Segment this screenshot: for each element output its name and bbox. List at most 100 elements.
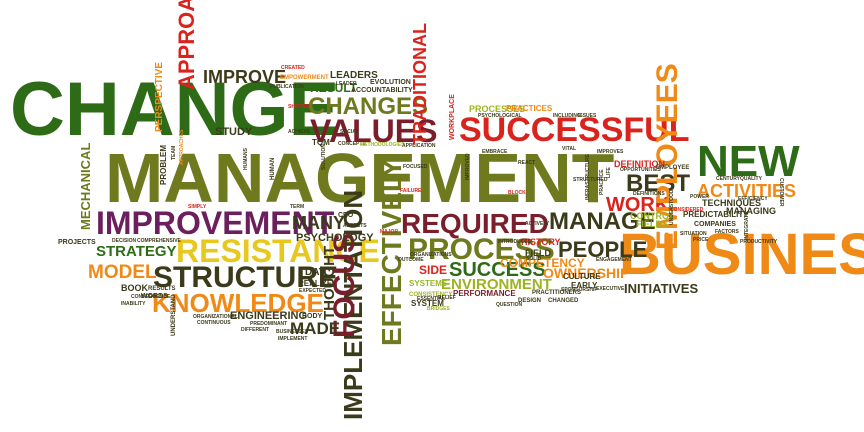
word-psychology: PSYCHOLOGY: [296, 232, 374, 244]
word-decision: DECISION: [112, 238, 137, 244]
word-solid: SOLID: [526, 256, 542, 262]
word-understand: UNDERSTAND: [171, 294, 177, 336]
word-competency: COMPETENCY: [500, 256, 585, 270]
word-required: REQUIRED: [401, 208, 549, 239]
word-activities: ACTIVITIES: [697, 181, 797, 201]
word-relief: RELIEF: [438, 295, 456, 301]
word-culture: CULTURE: [563, 272, 601, 281]
word-question: QUESTION: [496, 302, 523, 308]
word-business: BUSINESS: [619, 222, 864, 287]
word-structure: STRUCTURE: [153, 261, 338, 294]
word-day: DAY: [305, 267, 326, 278]
word-issues: ISSUES: [578, 113, 597, 119]
word-approach: APPROACH: [174, 0, 199, 90]
word-factors: FACTORS: [715, 229, 739, 235]
word-side: SIDE: [419, 263, 448, 277]
word-organizational: ORGANIZATIONAL: [193, 314, 238, 320]
word-companies: COMPANIES: [694, 221, 736, 228]
word-inability: INABILITY: [121, 301, 146, 307]
word-embrace: EMBRACE: [482, 149, 508, 155]
word-change: CHANGE: [10, 67, 340, 152]
word-environment: ENVIRONMENT: [441, 276, 552, 293]
word-model: MODEL: [88, 262, 157, 283]
word-implement: IMPLEMENT: [278, 336, 308, 342]
word-initiatives: INITIATIVES: [624, 281, 699, 296]
word-quality: QUALITY: [740, 176, 762, 182]
word-improvement: IMPROVEMENT: [96, 205, 335, 241]
word-consistency: CONSISTENCY: [409, 292, 453, 298]
word-knowledge: KNOWLEDGE: [152, 288, 324, 318]
word-resistance: RESISTANCE: [176, 233, 380, 269]
word-considered: CONSIDERED: [670, 207, 704, 213]
word-social: SOCIAL: [340, 129, 359, 135]
word-comprehensive: COMPREHENSIVE: [137, 238, 181, 244]
word-productivity: PRODUCTIVITY: [740, 239, 778, 245]
word-century: CENTURY: [716, 176, 740, 182]
word-design: DESIGN: [518, 298, 542, 304]
word-projects: PROJECTS: [58, 239, 96, 246]
word-price: PRICE: [693, 237, 709, 243]
word-management: MANAGEMENT: [105, 139, 615, 217]
word-field: FIELD: [525, 248, 551, 258]
word-including: INCLUDING: [553, 113, 581, 119]
word-accountability: ACCOUNTABILITY: [351, 87, 413, 94]
word-people: PEOPLE: [558, 237, 648, 262]
word-opportunities: OPPORTUNITIES: [620, 167, 661, 173]
word-approaches: APPROACHES: [179, 129, 185, 165]
word-practices: PRACTICES: [506, 104, 553, 113]
word-workplace: WORKPLACE: [449, 94, 456, 140]
word-publication: PUBLICATION: [270, 84, 304, 90]
word-created: CREATED: [281, 65, 305, 71]
word-organizations: ORGANIZATIONS: [410, 252, 452, 258]
word-techniques: TECHNIQUES: [702, 198, 762, 208]
word-expected: EXPECTED: [299, 288, 326, 294]
word-study: STUDY: [215, 126, 253, 138]
word-concepts: CONCEPTS: [338, 141, 366, 147]
word-shifted: SHIFTED: [288, 104, 310, 110]
word-work: WORK: [606, 194, 670, 216]
word-improve: IMPROVE: [203, 67, 287, 87]
word-early: EARLY: [571, 281, 598, 290]
word-body: BODY: [302, 313, 323, 320]
word-simply: SIMPLY: [188, 204, 207, 210]
word-predominant: PREDOMINANT: [250, 321, 288, 327]
word-new: NEW: [697, 137, 800, 186]
word-success: SUCCESS: [449, 259, 546, 281]
word-improves: IMPROVES: [597, 149, 624, 155]
word-engineering: ENGINEERING: [230, 310, 308, 322]
word-psychological: PSYCHOLOGICAL: [478, 113, 522, 119]
word-systems: SYSTEMS: [409, 279, 448, 288]
word-processes: PROCESSES: [469, 104, 526, 114]
word-many: MANY: [292, 213, 345, 233]
word-aspects: ASPECTS: [343, 223, 367, 229]
word-leaders: LEADERS: [330, 70, 378, 81]
word-ownership: OWNERSHIP: [543, 265, 630, 281]
word-book: BOOK: [121, 283, 148, 293]
word-successful: SUCCESSFUL: [459, 111, 690, 149]
word-executive: EXECUTIVE: [596, 286, 625, 292]
word-values: VALUES: [310, 113, 438, 149]
word-changed: CHANGED: [548, 298, 579, 304]
word-life: LIFE: [606, 167, 612, 178]
word-term: TERM: [290, 204, 305, 210]
word-empowerment: EMPOWERMENT: [280, 75, 329, 81]
word-different: DIFFERENT: [241, 327, 270, 333]
word-mechanical: MECHANICAL: [78, 142, 93, 230]
word-situation: SITUATION: [680, 231, 707, 237]
word-businesses: BUSINESSES: [276, 329, 309, 335]
word-results: RESULTS: [148, 286, 176, 292]
word-process: PROCESS: [408, 233, 555, 266]
word-engagement: ENGAGEMENT: [596, 257, 632, 263]
word-traditional: TRADITIONAL: [410, 23, 430, 145]
word-focused: FOCUSED: [403, 164, 428, 170]
word-practitioners: PRACTITIONERS: [532, 290, 582, 296]
word-introduces: INTRODUCES: [498, 239, 532, 245]
word-failure: FAILURE: [400, 188, 422, 194]
word-customer: CUSTOMER: [778, 178, 784, 207]
word-vital: VITAL: [562, 146, 577, 152]
word-control: CONTROL: [630, 211, 675, 221]
word-leader: LEADER: [336, 81, 357, 87]
word-react: REACT: [518, 160, 536, 166]
word-sponsorship: SPONSORSHIP: [561, 287, 598, 293]
